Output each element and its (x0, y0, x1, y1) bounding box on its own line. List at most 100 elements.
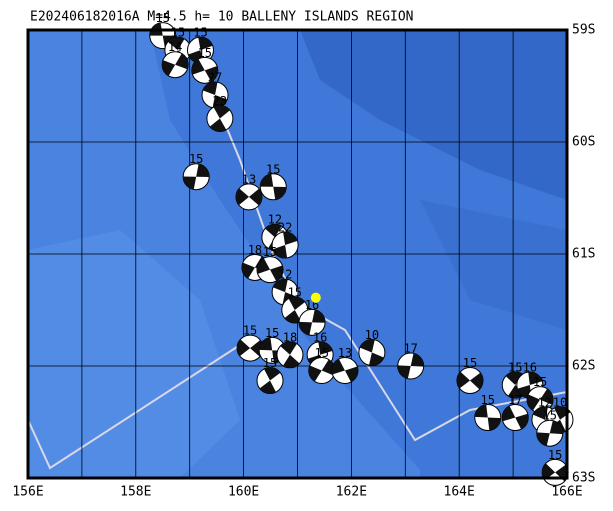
beachball (526, 386, 554, 414)
depth-label: 16 (313, 330, 327, 344)
x-tick-label: 162E (336, 485, 367, 500)
beachball (541, 458, 569, 486)
depth-label: 15 (189, 152, 203, 166)
beachball-quadrant (528, 372, 543, 386)
depth-label: 13 (338, 346, 352, 360)
beachball-quadrant (359, 339, 375, 353)
depth-label: 15 (548, 448, 562, 462)
beachball-quadrant (237, 339, 251, 357)
beachball (397, 352, 425, 380)
depth-label: 15 (263, 356, 277, 370)
depth-label: 10 (365, 328, 379, 342)
beachball-quadrant (487, 417, 501, 431)
beachball-quadrant (204, 65, 218, 82)
beachball-quadrant (235, 188, 249, 206)
beachball-quadrant (284, 310, 301, 323)
depth-label: 23 (213, 94, 227, 108)
depth-label: 15 (171, 26, 185, 40)
beachball-quadrant (273, 186, 287, 200)
depth-label: 15 (198, 46, 212, 60)
beachball-quadrant (474, 404, 488, 418)
map-title: E202406182016A M=4.5 h= 10 BALLENY ISLAN… (30, 10, 414, 25)
beachball (191, 56, 219, 84)
depth-label: 15 (193, 26, 207, 40)
beachball-quadrant (536, 432, 550, 446)
x-tick-label: 158E (120, 485, 151, 500)
depth-label: 12 (268, 213, 282, 227)
depth-label: 15 (288, 286, 302, 300)
x-tick-label: 160E (228, 485, 259, 500)
beachball (206, 104, 234, 132)
depth-label: 15 (243, 324, 257, 338)
beachball-quadrant (259, 337, 273, 351)
depth-label: 14 (168, 40, 182, 54)
beachball-quadrant (299, 321, 313, 336)
beachball-quadrant (167, 37, 185, 51)
beachball-quadrant (260, 173, 274, 187)
beachball (182, 163, 210, 191)
beachball (358, 339, 386, 367)
beachball-quadrant (369, 352, 384, 366)
depth-label: 18 (248, 243, 262, 257)
beachball-quadrant (469, 372, 483, 390)
beachball-quadrant (318, 341, 333, 355)
depth-label: 22 (278, 221, 292, 235)
depth-label: 15 (263, 245, 277, 259)
x-tick-label: 164E (444, 485, 475, 500)
beachball-quadrant (456, 371, 470, 389)
depth-label: 13 (242, 172, 256, 186)
depth-label: 18 (283, 330, 297, 344)
beachball-quadrant (183, 176, 197, 190)
beachball (256, 256, 284, 284)
beachball-quadrant (241, 262, 255, 279)
beachball-quadrant (212, 94, 228, 108)
beachball-quadrant (505, 372, 523, 386)
depth-label: 27 (208, 70, 222, 84)
y-tick-label: 60S (572, 135, 595, 150)
depth-label: 17 (403, 342, 417, 356)
depth-label: 15 (156, 11, 170, 25)
beachball-quadrant (175, 53, 189, 70)
beachball-quadrant (248, 188, 262, 206)
beachball-quadrant (542, 463, 556, 481)
beachball-quadrant (162, 60, 176, 76)
beachball-quadrant (196, 163, 210, 177)
depth-label: 15 (315, 346, 329, 360)
beachball (474, 404, 502, 432)
beachball-quadrant (549, 420, 563, 435)
beachball (235, 183, 263, 211)
beachball-quadrant (344, 366, 358, 383)
beachball-quadrant (288, 296, 306, 310)
beachball (236, 334, 264, 362)
beachball (298, 308, 326, 336)
beachball-quadrant (198, 37, 213, 51)
beachball-quadrant (270, 265, 284, 282)
beachball-quadrant (265, 224, 282, 238)
y-tick-label: 62S (572, 359, 595, 374)
depth-label: 15 (463, 356, 477, 370)
y-tick-label: 63S (572, 471, 595, 486)
beachball-quadrant (280, 341, 297, 355)
beachball-quadrant (283, 232, 298, 246)
beachball-quadrant (202, 81, 218, 95)
depth-label: 15 (266, 162, 280, 176)
x-tick-label: 156E (12, 485, 43, 500)
beachball (331, 356, 359, 384)
map-frame (26, 28, 569, 480)
beachball (161, 51, 189, 79)
beachball-quadrant (259, 380, 276, 394)
depth-label: 12 (538, 395, 552, 409)
beachball (536, 419, 564, 447)
depth-label: 15 (543, 409, 557, 423)
beachball-quadrant (272, 245, 288, 259)
beachball-quadrant (213, 105, 230, 119)
beachball (456, 367, 484, 395)
beachball (308, 356, 336, 384)
beachball-quadrant (308, 365, 322, 382)
depth-label: 12 (278, 268, 292, 282)
depth-label: 16 (523, 361, 537, 375)
depth-label: 15 (508, 361, 522, 375)
depth-label: 17 (508, 393, 522, 407)
